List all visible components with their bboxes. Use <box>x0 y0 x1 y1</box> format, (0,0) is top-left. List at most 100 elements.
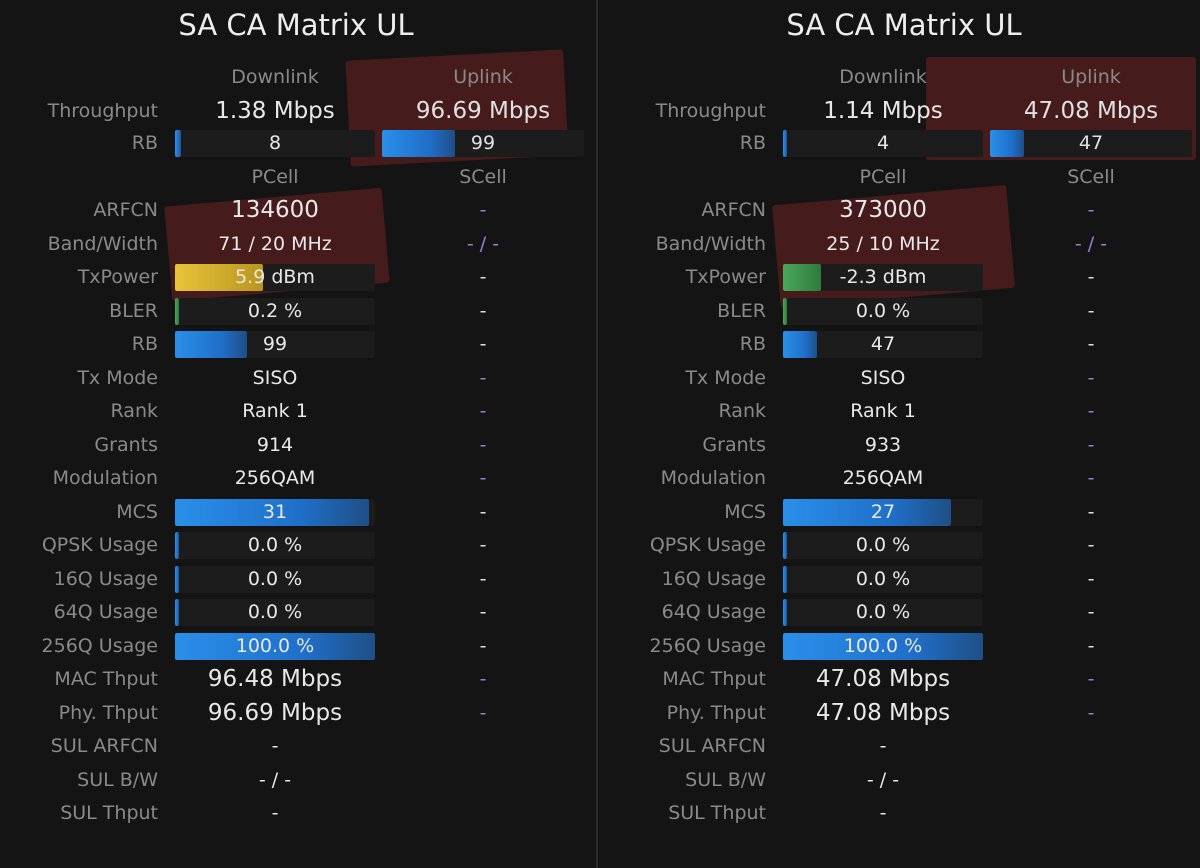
mcs-label: MCS <box>724 500 766 523</box>
bler-pcell-bar <box>783 297 787 325</box>
sul-arfcn-label: SUL ARFCN <box>658 735 766 757</box>
sul-arfcn-pcell: - <box>175 731 375 761</box>
256q-usage-label: 256Q Usage <box>41 634 158 657</box>
256q-usage-pcell-bar <box>175 632 375 660</box>
phy-thput-scell: - <box>479 701 487 724</box>
txpower-pcell-value: 5.9 dBm <box>235 266 315 288</box>
rank-pcell-value: Rank 1 <box>850 400 916 422</box>
qpsk-usage-pcell-bar <box>175 532 179 559</box>
64q-usage-pcell-track <box>783 599 983 626</box>
arfcn-scell: - <box>479 199 487 221</box>
phy-thput-pcell: 47.08 Mbps <box>783 698 983 728</box>
256q-usage-pcell-bar <box>783 632 983 660</box>
rb-downlink-cell: 4 <box>783 128 983 158</box>
grants-label: Grants <box>94 433 158 456</box>
rb-uplink-cell: 99 <box>382 128 584 158</box>
band-width-row: Band/Width 25 / 10 MHz - / - <box>608 229 1198 259</box>
64q-usage-row: 64Q Usage 0.0 % - <box>608 597 1198 627</box>
rb-pcell-bar <box>175 331 247 358</box>
throughput-label: Throughput <box>47 100 158 122</box>
band-width-pcell-value: 71 / 20 MHz <box>218 232 332 255</box>
modulation-row: Modulation 256QAM - <box>0 463 590 493</box>
rb-pcell-value: 99 <box>262 333 288 355</box>
sul-arfcn-pcell-value: - <box>271 735 279 757</box>
rank-pcell-value: Rank 1 <box>242 400 308 422</box>
64q-usage-pcell: 0.0 % <box>783 597 983 627</box>
txpower-pcell-bar <box>783 264 821 291</box>
txpower-label: TxPower <box>77 266 158 288</box>
64q-usage-pcell-value: 0.0 % <box>855 601 911 623</box>
sul-thput-label: SUL Thput <box>668 802 766 824</box>
64q-usage-pcell-track <box>175 599 375 626</box>
header-row-cell: PCell SCell <box>608 162 1198 192</box>
tx-mode-row: Tx Mode SISO - <box>608 363 1198 393</box>
txpower-pcell-value: -2.3 dBm <box>839 266 927 288</box>
tx-mode-pcell-value: SISO <box>252 366 298 389</box>
grants-label: Grants <box>702 433 766 456</box>
rank-scell: - <box>1087 400 1095 422</box>
qpsk-usage-scell: - <box>479 534 487 556</box>
rb-downlink-bar <box>783 130 787 157</box>
rb-label: RB <box>739 333 766 355</box>
256q-usage-pcell: 100.0 % <box>175 631 375 661</box>
arfcn-row: ARFCN 373000 - <box>608 195 1198 225</box>
16q-usage-pcell-bar <box>175 565 179 593</box>
band-width-row: Band/Width 71 / 20 MHz - / - <box>0 229 590 259</box>
sul-thput-row: SUL Thput - <box>608 798 1198 828</box>
band-width-pcell-value: 25 / 10 MHz <box>826 232 940 255</box>
16q-usage-pcell-value: 0.0 % <box>247 567 303 590</box>
throughput-uplink: 47.08 Mbps <box>1023 98 1159 124</box>
bler-pcell-value: 0.0 % <box>855 299 911 322</box>
mac-thput-pcell: 47.08 Mbps <box>783 664 983 694</box>
256q-usage-row: 256Q Usage 100.0 % - <box>0 631 590 661</box>
txpower-row: TxPower -2.3 dBm - <box>608 262 1198 292</box>
band-width-scell: - / - <box>1074 232 1108 255</box>
16q-usage-pcell-track <box>783 565 983 593</box>
arfcn-label: ARFCN <box>93 199 158 221</box>
mac-thput-pcell-value: 47.08 Mbps <box>815 666 951 692</box>
64q-usage-pcell-bar <box>783 599 787 626</box>
64q-usage-pcell: 0.0 % <box>175 597 375 627</box>
sul-arfcn-row: SUL ARFCN - <box>0 731 590 761</box>
16q-usage-row: 16Q Usage 0.0 % - <box>0 564 590 594</box>
rb-downlink-bar <box>175 130 181 157</box>
arfcn-pcell: 373000 <box>783 195 983 225</box>
arfcn-row: ARFCN 134600 - <box>0 195 590 225</box>
arfcn-label: ARFCN <box>701 199 766 221</box>
rank-row: Rank Rank 1 - <box>608 396 1198 426</box>
rank-label: Rank <box>718 400 766 422</box>
panel-title: SA CA Matrix UL <box>786 8 1022 42</box>
qpsk-usage-label: QPSK Usage <box>41 534 158 556</box>
bler-scell: - <box>479 299 487 322</box>
panel-right: SA CA Matrix UL Downlink Uplink Throughp… <box>608 0 1200 868</box>
header-pcell: PCell <box>251 166 299 188</box>
modulation-scell: - <box>479 467 487 489</box>
grants-scell: - <box>479 433 487 456</box>
bler-pcell-track <box>175 297 375 325</box>
qpsk-usage-row: QPSK Usage 0.0 % - <box>608 530 1198 560</box>
sul-thput-scell <box>382 798 584 828</box>
qpsk-usage-pcell-value: 0.0 % <box>247 534 303 556</box>
bler-row: BLER 0.0 % - <box>608 296 1198 326</box>
16q-usage-pcell: 0.0 % <box>175 564 375 594</box>
sul-arfcn-scell <box>382 731 584 761</box>
header-pcell: PCell <box>859 166 907 188</box>
tx-mode-pcell: SISO <box>175 363 375 393</box>
header-scell: SCell <box>459 166 507 188</box>
grants-scell: - <box>1087 433 1095 456</box>
256q-usage-scell: - <box>1087 634 1095 657</box>
mcs-row: MCS 27 - <box>608 497 1198 527</box>
64q-usage-scell: - <box>479 601 487 623</box>
rb-uplink-value: 99 <box>470 132 496 154</box>
mcs-pcell-bar <box>783 498 951 526</box>
txpower-label: TxPower <box>685 266 766 288</box>
rb-top-row: RB 8 99 <box>0 128 590 158</box>
tx-mode-label: Tx Mode <box>77 366 158 389</box>
phy-thput-scell: - <box>1087 701 1095 724</box>
rb-pcell-value: 47 <box>870 333 896 355</box>
phy-thput-pcell-value: 47.08 Mbps <box>815 699 951 726</box>
band-width-pcell: 25 / 10 MHz <box>783 229 983 259</box>
sul-thput-pcell: - <box>175 798 375 828</box>
mac-thput-pcell: 96.48 Mbps <box>175 664 375 694</box>
